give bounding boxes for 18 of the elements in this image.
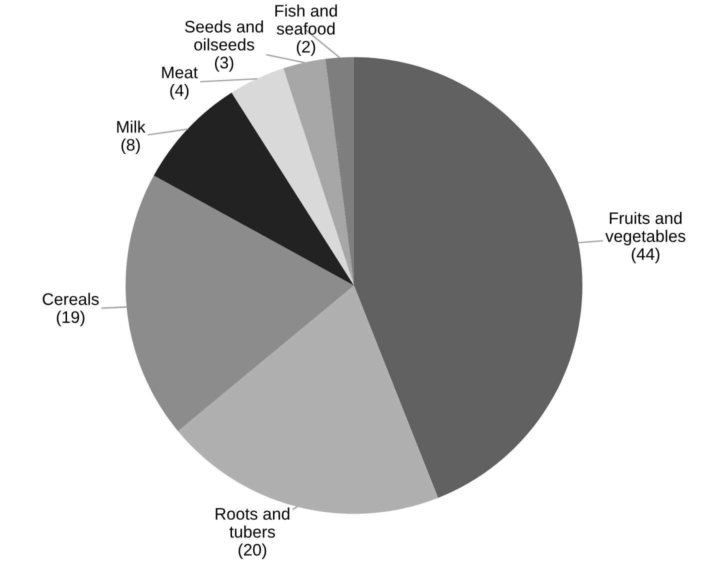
slice-label: Fruits and vegetables: [605, 212, 686, 246]
slice-label: Seeds and oilseeds: [185, 20, 263, 51]
pie-slice: [325, 57, 354, 286]
data-label: (4): [170, 84, 189, 100]
data-label: (44): [632, 248, 660, 264]
slice-label: Roots and tubers: [216, 508, 290, 538]
pie-slice: [126, 175, 354, 432]
data-label: (20): [238, 543, 266, 559]
data-label: (2): [296, 40, 316, 56]
data-label: (3): [215, 56, 234, 72]
slice-label: Milk: [117, 120, 146, 133]
slice-label: Meat: [162, 66, 198, 78]
pie-slice: [232, 68, 354, 286]
slice-label: Cereals: [42, 292, 99, 306]
data-label: (19): [56, 310, 84, 326]
slice-label: Fish and seafood: [275, 4, 337, 35]
data-label: (8): [122, 138, 140, 154]
pie-slice: [354, 57, 582, 498]
